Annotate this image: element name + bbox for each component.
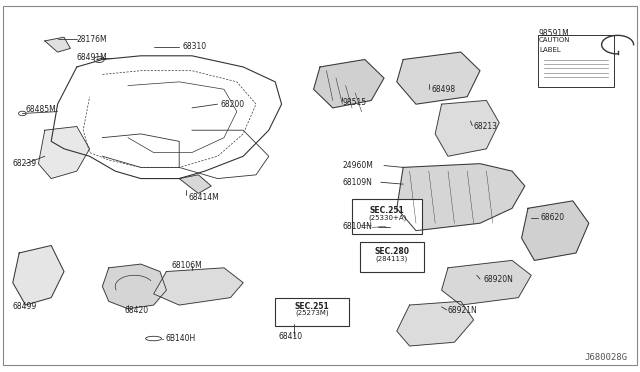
Text: 68498: 68498 bbox=[432, 85, 456, 94]
Text: (284113): (284113) bbox=[376, 255, 408, 262]
Circle shape bbox=[94, 57, 104, 62]
FancyBboxPatch shape bbox=[360, 242, 424, 272]
Text: SEC.280: SEC.280 bbox=[374, 247, 409, 256]
FancyBboxPatch shape bbox=[275, 298, 349, 326]
Text: 68485M: 68485M bbox=[26, 105, 56, 114]
Text: CAUTION: CAUTION bbox=[539, 37, 570, 43]
Polygon shape bbox=[38, 126, 90, 179]
Text: 68921N: 68921N bbox=[448, 306, 477, 315]
Polygon shape bbox=[397, 164, 525, 231]
Text: 68420: 68420 bbox=[125, 306, 149, 315]
Text: SEC.251: SEC.251 bbox=[295, 302, 330, 311]
Text: 68414M: 68414M bbox=[189, 193, 220, 202]
Polygon shape bbox=[45, 37, 70, 52]
Text: 68200: 68200 bbox=[221, 100, 245, 109]
Text: 68491M: 68491M bbox=[77, 53, 108, 62]
Circle shape bbox=[19, 111, 26, 116]
Text: 68213: 68213 bbox=[474, 122, 498, 131]
Text: 98591M: 98591M bbox=[539, 29, 570, 38]
Text: 68620: 68620 bbox=[541, 213, 565, 222]
Text: 68499: 68499 bbox=[13, 302, 37, 311]
Polygon shape bbox=[179, 175, 211, 193]
Polygon shape bbox=[314, 60, 384, 108]
Polygon shape bbox=[102, 264, 166, 309]
Text: 24960M: 24960M bbox=[342, 161, 373, 170]
Text: SEC.251: SEC.251 bbox=[370, 206, 404, 215]
Polygon shape bbox=[442, 260, 531, 305]
Text: 68104N: 68104N bbox=[342, 222, 372, 231]
FancyBboxPatch shape bbox=[538, 35, 614, 87]
FancyBboxPatch shape bbox=[352, 199, 422, 234]
Polygon shape bbox=[13, 246, 64, 305]
Text: 68239: 68239 bbox=[13, 159, 37, 168]
Text: 68106M: 68106M bbox=[172, 262, 202, 270]
Text: 68920N: 68920N bbox=[483, 275, 513, 284]
Text: (25330+A): (25330+A) bbox=[368, 214, 406, 221]
Text: (25273M): (25273M) bbox=[296, 310, 329, 317]
Text: 28176M: 28176M bbox=[77, 35, 108, 44]
Polygon shape bbox=[397, 301, 474, 346]
Polygon shape bbox=[154, 268, 243, 305]
Text: 68410: 68410 bbox=[278, 332, 303, 341]
Ellipse shape bbox=[146, 336, 161, 341]
Text: 68310: 68310 bbox=[182, 42, 207, 51]
Text: 68109N: 68109N bbox=[342, 178, 372, 187]
Polygon shape bbox=[435, 100, 499, 156]
Text: 6B140H: 6B140H bbox=[165, 334, 195, 343]
Polygon shape bbox=[397, 52, 480, 104]
Text: LABEL: LABEL bbox=[539, 46, 561, 52]
Text: 98515: 98515 bbox=[342, 98, 367, 107]
Polygon shape bbox=[522, 201, 589, 260]
Text: J680028G: J680028G bbox=[584, 353, 627, 362]
